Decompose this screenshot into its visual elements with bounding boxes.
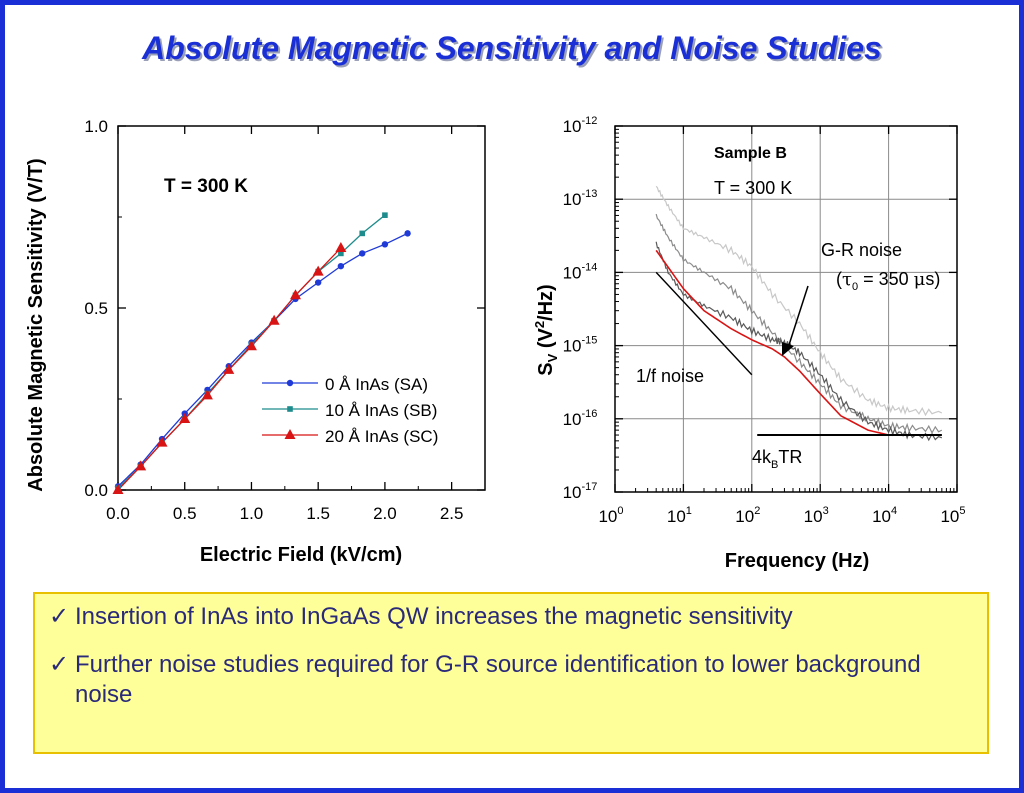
data-point (289, 289, 301, 300)
gr-noise-label: G-R noise (821, 240, 902, 260)
y-tick-label: 10-13 (563, 188, 598, 209)
data-point (338, 250, 344, 257)
noise-y-axis-label: SV (V2/Hz) (532, 284, 560, 375)
data-point (337, 262, 345, 270)
sensitivity-legend: 0 Å InAs (SA) 10 Å InAs (SB) 20 Å InAs (SC… (250, 368, 482, 456)
data-point (404, 230, 411, 237)
data-point (335, 241, 347, 252)
noise-temperature-label: T = 300 K (714, 178, 792, 198)
bullet-text: Further noise studies required for G-R s… (75, 651, 921, 708)
legend-entry: 10 Å InAs (SB) (325, 401, 437, 420)
checkmark-icon: ✓ (49, 603, 70, 630)
data-point (359, 250, 366, 257)
x-tick-label: 105 (940, 505, 965, 526)
temperature-annotation: T = 300 K (164, 176, 248, 197)
bullet-item: ✓ Insertion of InAs into InGaAs QW incre… (49, 602, 977, 632)
noise-axis-ticks: 100 101 102 103 104 105 10-12 10-13 10-14 10-15 10… (563, 115, 966, 526)
x-tick-label: 103 (804, 505, 829, 526)
bullet-text: Insertion of InAs into InGaAs QW increas… (75, 603, 793, 630)
x-tick-label: 102 (735, 505, 760, 526)
gr-noise-arrow-shaft (787, 285, 809, 349)
thermal-noise-label: 4kBTR (752, 447, 802, 471)
legend-entry: 0 Å InAs (SA) (325, 375, 428, 394)
noise-x-axis-label: Frequency (Hz) (725, 550, 869, 572)
checkmark-icon: ✓ (49, 651, 70, 678)
data-point (314, 279, 322, 286)
data-point (156, 436, 168, 447)
x-tick-label: 0.5 (173, 504, 197, 523)
x-tick-label: 1.0 (240, 504, 264, 523)
data-point (268, 314, 280, 325)
noise-spectrum-chart: 100 101 102 103 104 105 10-12 10-13 10-14 10-15 10… (532, 115, 966, 572)
y-tick-label: 10-14 (563, 261, 598, 282)
data-point (112, 484, 124, 494)
y-tick-label: 0.0 (84, 481, 108, 500)
legend-swatch-marker (286, 379, 294, 387)
sensitivity-series-markers (112, 212, 411, 494)
legend-entry: 20 Å InAs (SC) (325, 427, 438, 446)
x-tick-label: 1.5 (306, 504, 330, 523)
noise-gridlines (615, 126, 957, 492)
noise-reference-lines (655, 271, 942, 437)
y-tick-label: 10-12 (563, 115, 598, 136)
data-point (179, 413, 191, 424)
y-tick-label: 10-17 (563, 481, 598, 502)
data-point (312, 265, 324, 276)
slide-title: Absolute Magnetic Sensitivity and Noise … (142, 30, 882, 66)
x-tick-label: 101 (667, 505, 692, 526)
x-tick-label: 2.5 (440, 504, 464, 523)
one-over-f-label: 1/f noise (636, 366, 704, 386)
y-tick-label: 0.5 (84, 299, 108, 318)
noise-spectrum-line-2 (655, 241, 943, 442)
noise-plot-frame (614, 125, 958, 493)
y-tick-label: 10-16 (563, 408, 598, 429)
data-point (382, 212, 388, 218)
noise-annotations: Sample B T = 300 K G-R noise (τ0 = 350 μ… (636, 145, 940, 471)
data-point (245, 340, 257, 351)
conclusions-box: ✓ Insertion of InAs into InGaAs QW incre… (33, 592, 989, 754)
data-point (223, 363, 235, 374)
legend-swatch-marker (287, 406, 293, 412)
y-tick-label: 10-15 (563, 335, 598, 356)
bullet-item: ✓ Further noise studies required for G-R… (49, 650, 977, 710)
gr-noise-arrow-head (782, 342, 794, 356)
data-point (135, 460, 147, 471)
x-tick-label: 100 (598, 505, 623, 526)
y-tick-label: 1.0 (84, 117, 108, 136)
one_over_f-reference-line (655, 271, 753, 376)
sensitivity-chart: 0.0 0.5 1.0 1.5 2.0 2.5 0.0 0.5 1.0 T = 300 K 0 … (25, 117, 486, 566)
sensitivity-axis-ticks: 0.0 0.5 1.0 1.5 2.0 2.5 0.0 0.5 1.0 (84, 117, 485, 523)
x-tick-label: 2.0 (373, 504, 397, 523)
sensitivity-x-axis-label: Electric Field (kV/cm) (200, 544, 402, 566)
x-tick-label: 104 (872, 505, 897, 526)
data-point (359, 230, 366, 237)
sample-label: Sample B (714, 145, 787, 162)
x-tick-label: 0.0 (106, 504, 130, 523)
data-point (201, 389, 213, 400)
legend-swatch-marker (284, 429, 296, 439)
data-point (381, 241, 389, 248)
tau-label: (τ0 = 350 μs) (836, 269, 940, 293)
noise-spectrum-line-0 (655, 185, 943, 417)
sensitivity-y-axis-label: Absolute Magnetic Sensitivity (V/T) (25, 158, 47, 491)
